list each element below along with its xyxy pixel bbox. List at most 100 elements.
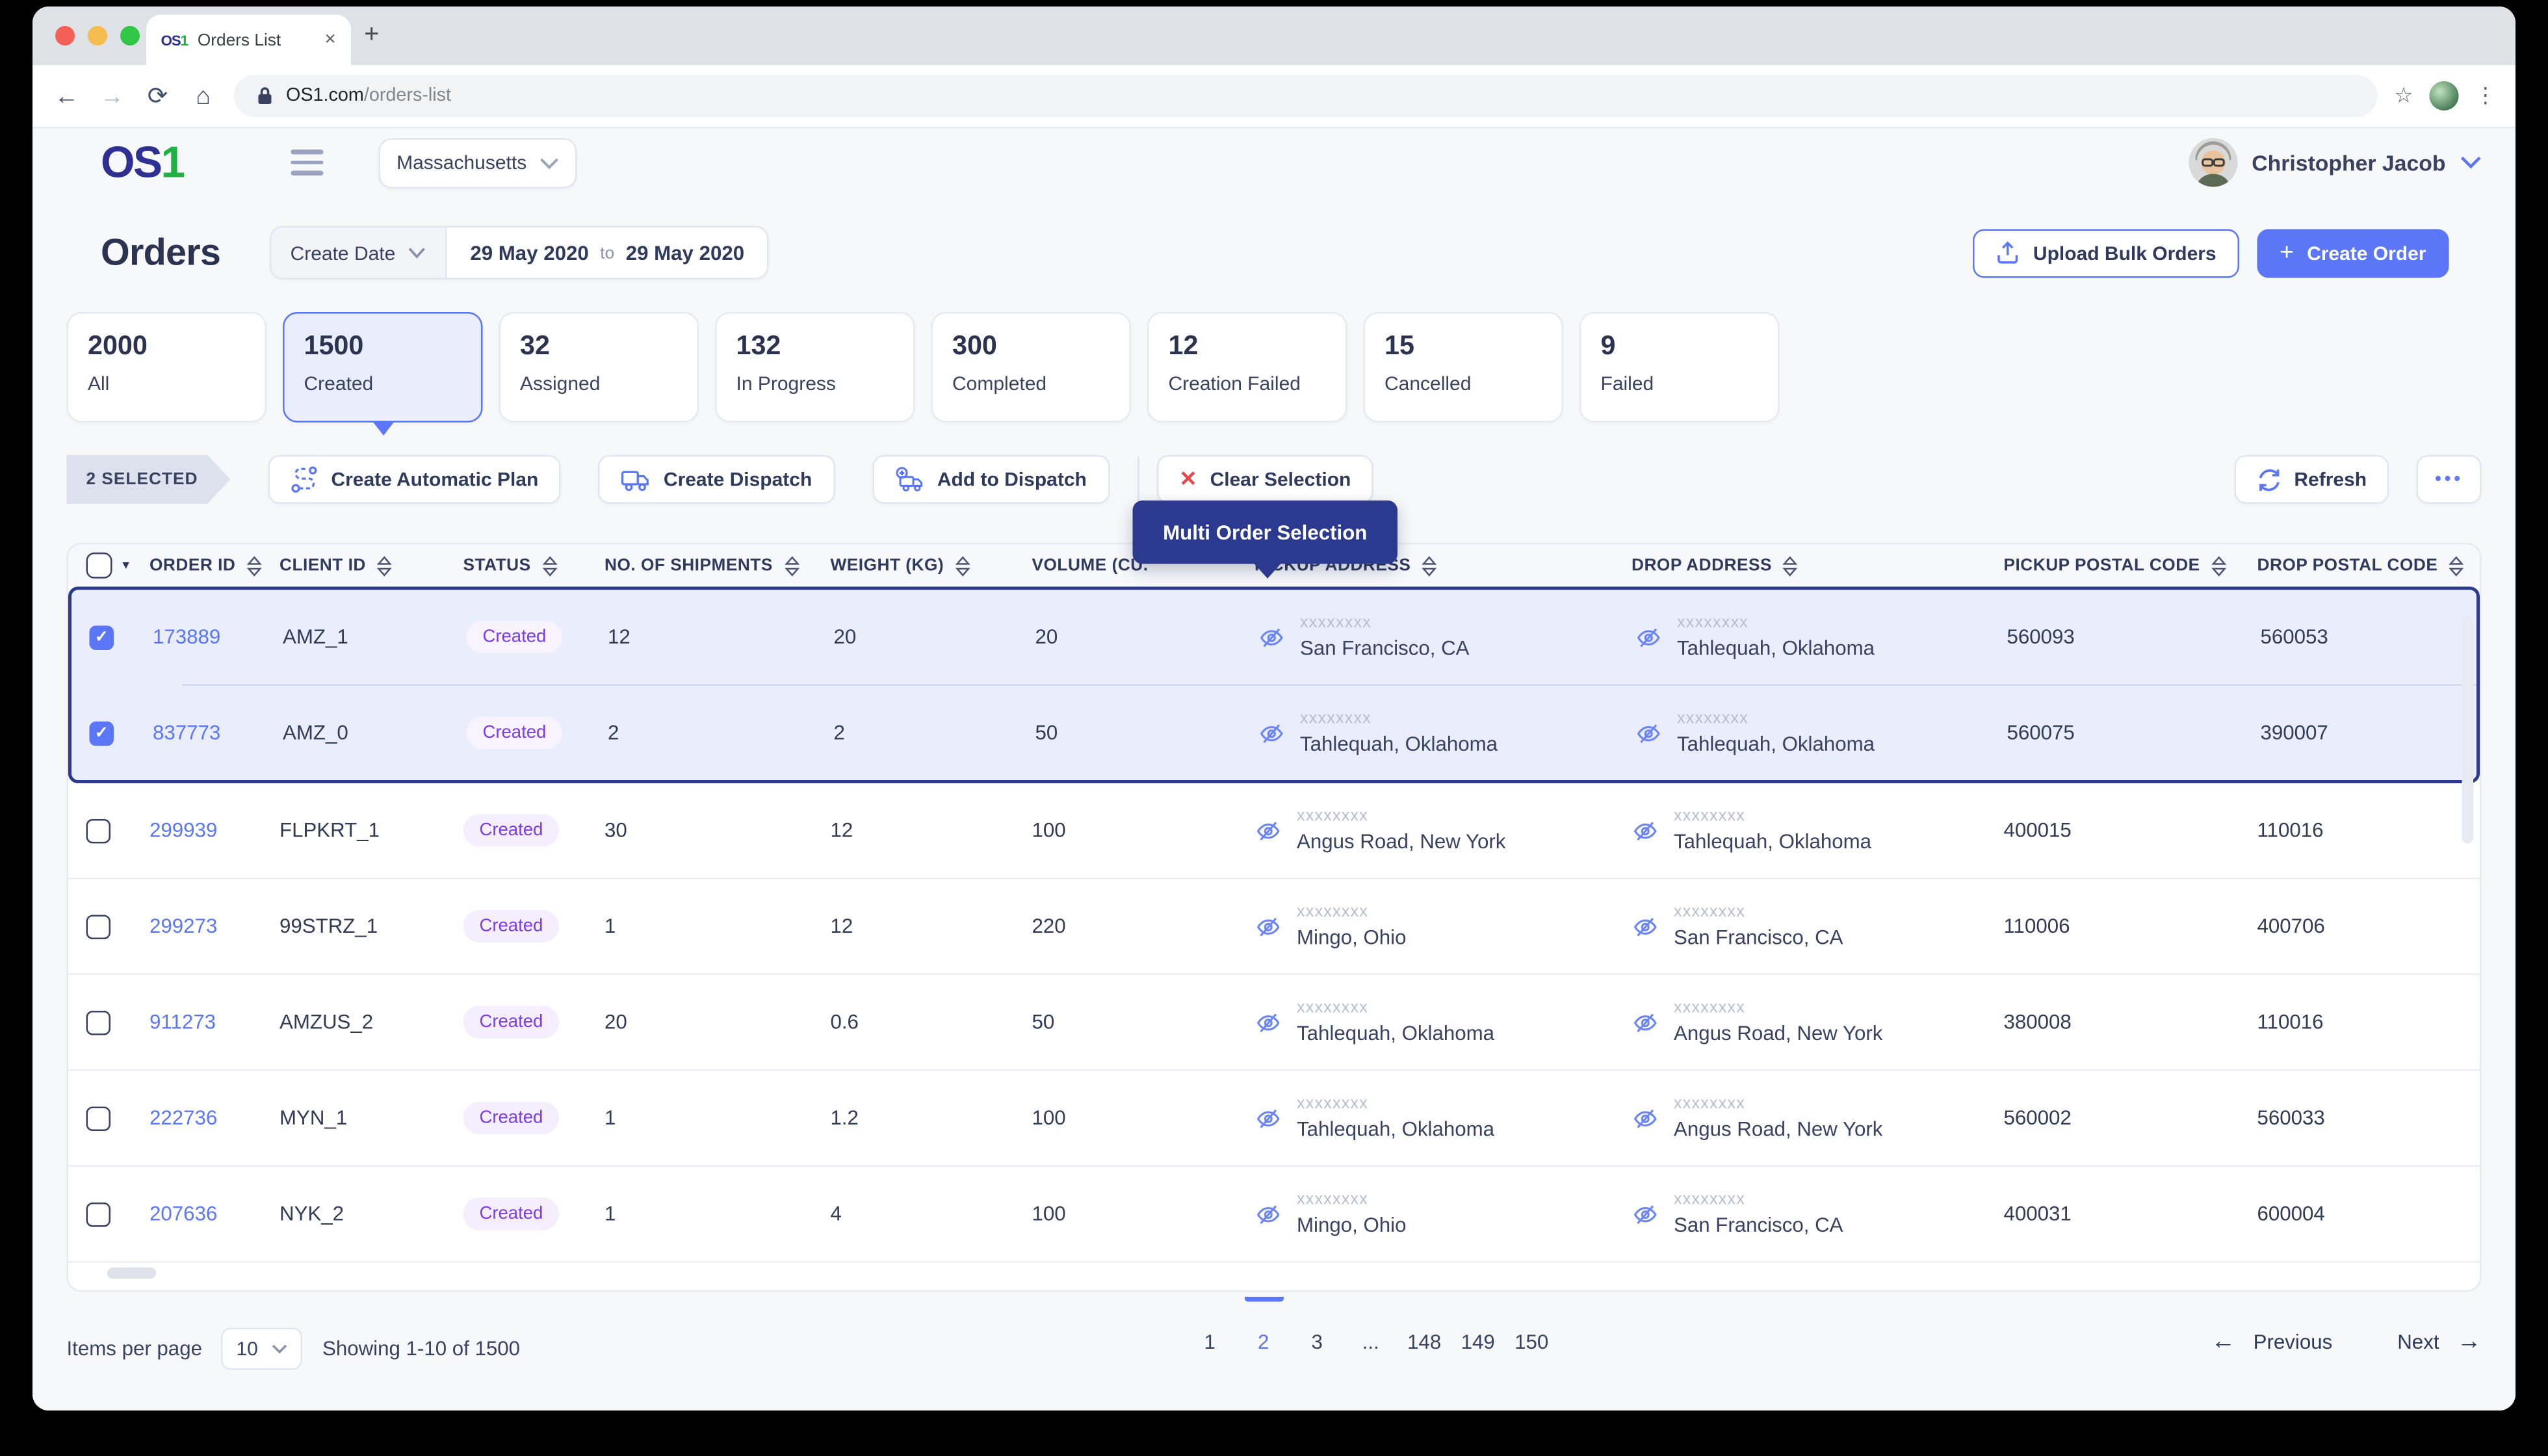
column-drop-postal[interactable]: DROP POSTAL CODE: [2257, 555, 2480, 577]
eye-off-icon[interactable]: [1254, 818, 1282, 843]
minimize-window-button[interactable]: [88, 26, 107, 46]
stat-card-creation-failed[interactable]: 12 Creation Failed: [1147, 312, 1347, 422]
create-order-button[interactable]: + Create Order: [2257, 228, 2449, 278]
eye-off-icon[interactable]: [1258, 721, 1286, 746]
page-1[interactable]: 1: [1204, 1331, 1216, 1354]
order-id-link[interactable]: 222736: [150, 1106, 218, 1130]
date-filter-field-select[interactable]: Create Date: [270, 228, 448, 278]
eye-off-icon[interactable]: [1632, 1202, 1659, 1227]
next-arrow-icon[interactable]: →: [2457, 1327, 2482, 1356]
page-3[interactable]: 3: [1311, 1331, 1323, 1354]
eye-off-icon[interactable]: [1632, 914, 1659, 939]
table-row[interactable]: ✓ 173889 AMZ_1 Created 12 20 20 xxxxxxxx…: [72, 590, 2476, 684]
select-all-checkbox[interactable]: [86, 552, 112, 578]
date-range-input[interactable]: 29 May 2020 to 29 May 2020: [447, 228, 767, 278]
sort-icon[interactable]: [1422, 555, 1437, 577]
hamburger-menu-icon[interactable]: [291, 150, 324, 176]
close-tab-icon[interactable]: ✕: [324, 31, 337, 47]
order-id-link[interactable]: 173889: [153, 625, 221, 649]
browser-profile-avatar[interactable]: [2429, 81, 2459, 110]
user-menu[interactable]: Christopher Jacob: [2188, 138, 2482, 187]
eye-off-icon[interactable]: [1254, 1202, 1282, 1227]
column-order-id[interactable]: ORDER ID: [150, 555, 280, 577]
sort-icon[interactable]: [784, 555, 799, 577]
next-button[interactable]: Next: [2397, 1330, 2439, 1353]
vertical-scrollbar[interactable]: [2462, 616, 2473, 844]
sort-icon[interactable]: [542, 555, 557, 577]
previous-button[interactable]: Previous: [2253, 1330, 2333, 1353]
order-id-link[interactable]: 299939: [150, 819, 218, 842]
stat-card-created[interactable]: 1500 Created: [283, 312, 483, 436]
eye-off-icon[interactable]: [1254, 914, 1282, 939]
previous-arrow-icon[interactable]: ←: [2211, 1327, 2236, 1356]
table-row[interactable]: 299939 FLPKRT_1 Created 30 12 100 xxxxxx…: [68, 783, 2480, 878]
column-drop-address[interactable]: DROP ADDRESS: [1632, 555, 2004, 577]
eye-off-icon[interactable]: [1632, 818, 1659, 843]
stat-card-in-progress[interactable]: 132 In Progress: [715, 312, 915, 422]
order-id-link[interactable]: 837773: [153, 722, 221, 744]
order-id-link[interactable]: 207636: [150, 1202, 218, 1225]
row-checkbox[interactable]: [86, 914, 110, 939]
eye-off-icon[interactable]: [1635, 721, 1663, 746]
url-bar[interactable]: OS1.com/orders-list: [234, 75, 2378, 117]
row-checkbox[interactable]: [86, 1009, 110, 1035]
stat-card-failed[interactable]: 9 Failed: [1580, 312, 1780, 422]
stat-card-assigned[interactable]: 32 Assigned: [499, 312, 699, 422]
column-pickup-postal[interactable]: PICKUP POSTAL CODE: [2004, 555, 2257, 577]
select-dropdown-caret-icon[interactable]: ▼: [120, 560, 132, 571]
stat-card-all[interactable]: 2000 All: [66, 312, 266, 422]
create-dispatch-button[interactable]: Create Dispatch: [598, 455, 835, 504]
sort-icon[interactable]: [377, 555, 392, 577]
order-id-link[interactable]: 911273: [150, 1011, 216, 1034]
stat-card-completed[interactable]: 300 Completed: [931, 312, 1131, 422]
refresh-button[interactable]: Refresh: [2233, 455, 2390, 504]
page-149[interactable]: 149: [1461, 1331, 1495, 1354]
clear-selection-button[interactable]: ✕ Clear Selection: [1156, 455, 1374, 504]
row-checkbox[interactable]: [86, 1201, 110, 1227]
reload-icon[interactable]: ⟳: [147, 83, 168, 111]
table-row[interactable]: 911273 AMZUS_2 Created 20 0.6 50 xxxxxxx…: [68, 975, 2480, 1069]
eye-off-icon[interactable]: [1635, 625, 1663, 649]
eye-off-icon[interactable]: [1258, 625, 1286, 649]
table-row-partial[interactable]: 887303 FLPKRT_2 Created 2 4 100 xxxxxxxx…: [68, 1262, 2480, 1290]
new-tab-button[interactable]: +: [364, 21, 380, 49]
row-checkbox-checked[interactable]: ✓: [89, 720, 114, 746]
browser-tab-orders-list[interactable]: OS1 Orders List ✕: [146, 14, 351, 65]
horizontal-scrollbar[interactable]: [107, 1268, 156, 1279]
column-shipments[interactable]: NO. OF SHIPMENTS: [604, 555, 831, 577]
sort-icon[interactable]: [246, 555, 262, 577]
create-automatic-plan-button[interactable]: Create Automatic Plan: [267, 455, 562, 504]
eye-off-icon[interactable]: [1632, 1106, 1659, 1130]
more-actions-button[interactable]: •••: [2417, 455, 2482, 504]
items-per-page-select[interactable]: 10: [221, 1327, 303, 1370]
column-client-id[interactable]: CLIENT ID: [280, 555, 463, 577]
row-checkbox-checked[interactable]: ✓: [89, 625, 114, 649]
column-volume[interactable]: VOLUME (CU.: [1032, 556, 1149, 575]
eye-off-icon[interactable]: [1254, 1106, 1282, 1130]
home-icon[interactable]: ⌂: [196, 82, 211, 110]
table-row[interactable]: ✓ 837773 AMZ_0 Created 2 2 50 xxxxxxxx Ta…: [72, 686, 2476, 780]
bookmark-star-icon[interactable]: ☆: [2394, 83, 2413, 108]
page-148[interactable]: 148: [1407, 1331, 1442, 1354]
row-checkbox[interactable]: [86, 818, 110, 843]
add-to-dispatch-button[interactable]: Add to Dispatch: [872, 455, 1110, 504]
page-150[interactable]: 150: [1514, 1331, 1549, 1354]
sort-icon[interactable]: [1783, 555, 1799, 577]
sort-icon[interactable]: [955, 555, 970, 577]
order-id-link[interactable]: 299273: [150, 915, 218, 938]
maximize-window-button[interactable]: [120, 26, 140, 46]
browser-menu-icon[interactable]: ⋮: [2475, 83, 2497, 108]
eye-off-icon[interactable]: [1632, 1010, 1659, 1035]
sort-icon[interactable]: [2211, 555, 2226, 577]
column-status[interactable]: STATUS: [463, 555, 605, 577]
back-icon[interactable]: ←: [54, 82, 79, 110]
region-select[interactable]: Massachusetts: [378, 137, 577, 188]
table-row[interactable]: 222736 MYN_1 Created 1 1.2 100 xxxxxxxx T…: [68, 1071, 2480, 1165]
page-2-active[interactable]: 2: [1243, 1297, 1283, 1357]
table-row[interactable]: 299273 99STRZ_1 Created 1 12 220 xxxxxxx…: [68, 879, 2480, 974]
upload-bulk-orders-button[interactable]: Upload Bulk Orders: [1973, 228, 2239, 278]
forward-icon[interactable]: →: [99, 82, 125, 110]
row-checkbox[interactable]: [86, 1106, 110, 1130]
column-weight[interactable]: WEIGHT (KG): [831, 555, 1032, 577]
sort-icon[interactable]: [2449, 555, 2464, 577]
